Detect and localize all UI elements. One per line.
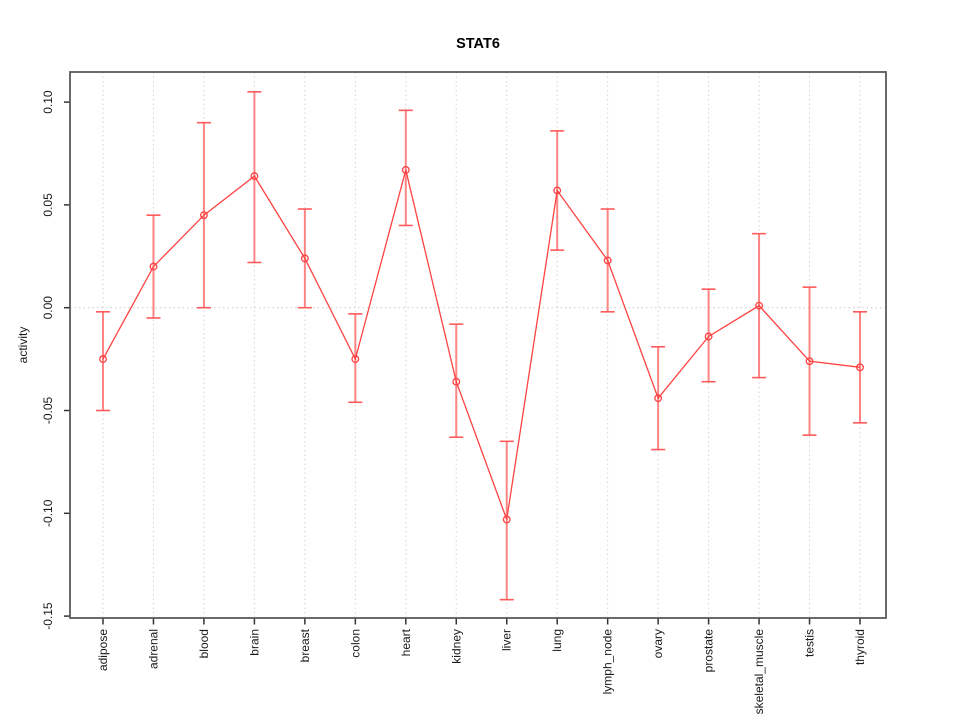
data-point <box>149 262 158 271</box>
series-line <box>102 169 861 520</box>
axis-layer: 0.10 0.05 0.00 -0.05 -0.10 -0.15 adipose adrena… <box>41 90 867 714</box>
data-point <box>199 211 208 220</box>
y-tick-label: -0.05 <box>41 397 55 425</box>
series-layer <box>96 91 867 601</box>
x-tick-label: colon <box>348 629 362 658</box>
data-point <box>99 355 107 364</box>
x-tick-label: liver <box>500 629 514 651</box>
x-tick-label: ovary <box>651 629 665 658</box>
y-tick-label: -0.10 <box>41 499 55 527</box>
data-point <box>856 363 864 372</box>
x-tick-label: adipose <box>96 629 110 671</box>
y-axis-label: activity <box>16 327 30 364</box>
x-tick-label: thyroid <box>853 629 867 665</box>
data-point <box>250 172 259 181</box>
x-tick-label: lymph_node <box>601 629 615 695</box>
data-point <box>502 515 511 524</box>
x-tick-label: heart <box>399 628 413 656</box>
x-tick-label: prostate <box>702 629 716 673</box>
plot-border <box>69 71 887 619</box>
data-point <box>351 355 360 364</box>
grid-layer <box>70 72 886 618</box>
x-tick-label: breast <box>298 628 312 662</box>
data-point <box>603 256 612 265</box>
x-tick-label: skeletal_muscle <box>752 629 766 715</box>
data-point <box>805 357 814 366</box>
x-tick-label: kidney <box>449 629 463 664</box>
data-point <box>401 165 410 174</box>
y-tick-label: 0.05 <box>41 193 55 217</box>
x-tick-label: lung <box>550 629 564 652</box>
data-point <box>553 186 562 195</box>
data-point <box>452 377 461 386</box>
y-tick-label: -0.15 <box>41 602 55 630</box>
data-point <box>300 254 309 263</box>
x-tick-label: blood <box>197 629 211 658</box>
x-tick-label: adrenal <box>146 629 160 669</box>
x-tick-label: testis <box>803 629 817 657</box>
data-point <box>755 301 764 310</box>
x-tick-label: brain <box>247 629 261 656</box>
y-tick-label: 0.00 <box>41 296 55 320</box>
data-point <box>654 394 663 403</box>
data-point <box>704 332 713 341</box>
chart-title: STAT6 <box>456 36 500 52</box>
y-tick-label: 0.10 <box>41 90 55 114</box>
